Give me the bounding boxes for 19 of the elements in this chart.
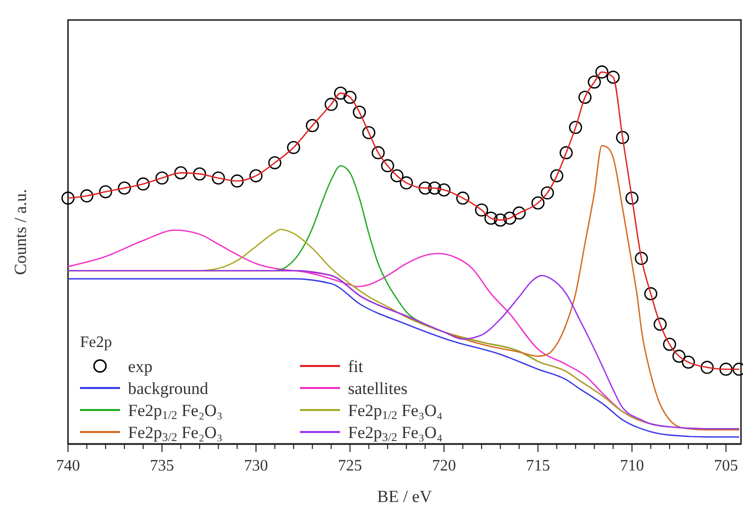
x-tick-label: 715 (526, 458, 550, 475)
legend-label: Fe2p$_{1/2}$ Fe₃O₄ (348, 401, 443, 422)
x-axis-title: BE / eV (377, 487, 433, 506)
x-tick-label: 705 (714, 458, 738, 475)
legend-label: fit (348, 357, 364, 376)
legend-label: Fe2p$_{1/2}$ Fe₂O₃ (128, 401, 223, 422)
legend-label: Fe2p$_{3/2}$ Fe₃O₄ (348, 423, 443, 444)
x-tick-label: 730 (244, 458, 268, 475)
legend-title: Fe2p (80, 334, 112, 351)
x-tick-label: 735 (150, 458, 174, 475)
x-tick-label: 740 (56, 458, 80, 475)
legend-label: background (128, 379, 209, 398)
x-tick-label: 720 (432, 458, 456, 475)
legend-label: satellites (348, 379, 408, 398)
x-tick-label: 710 (620, 458, 644, 475)
x-tick-label: 725 (338, 458, 362, 475)
legend-label: Fe2p$_{3/2}$ Fe₂O₃ (128, 423, 223, 444)
legend-label: exp (128, 357, 153, 376)
y-axis-title: Counts / a.u. (11, 189, 30, 275)
